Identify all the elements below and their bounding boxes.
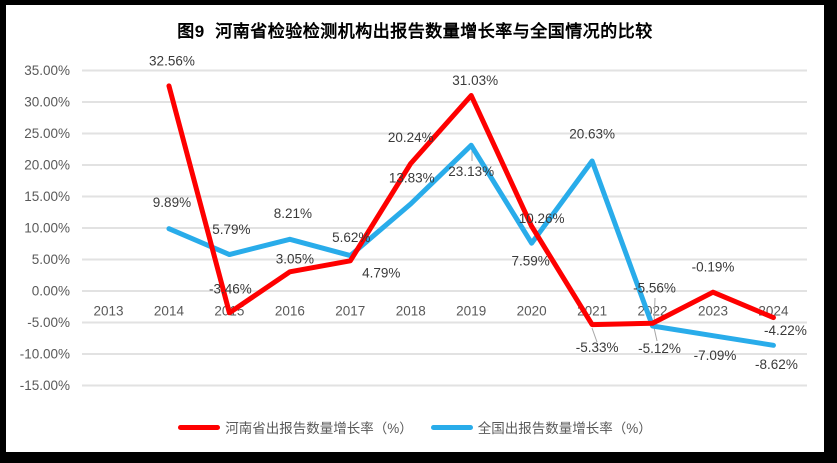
legend: 河南省出报告数量增长率（%） 全国出报告数量增长率（%） bbox=[6, 417, 824, 437]
data-label-national-2015: 5.79% bbox=[212, 222, 250, 237]
x-axis-tick-label: 2020 bbox=[517, 304, 547, 319]
legend-label-national: 全国出报告数量增长率（%） bbox=[477, 421, 652, 436]
y-axis-tick-label: 0.00% bbox=[32, 284, 70, 299]
legend-item-henan: 河南省出报告数量增长率（%） bbox=[178, 417, 413, 437]
data-label-henan-2021: -5.33% bbox=[576, 340, 619, 355]
y-axis-tick-label: 15.00% bbox=[24, 189, 70, 204]
y-axis-tick-label: 35.00% bbox=[24, 63, 70, 78]
series-line-national bbox=[166, 142, 776, 348]
y-axis-tick-label: -5.00% bbox=[27, 315, 70, 330]
legend-line-henan-icon bbox=[178, 424, 221, 430]
x-axis-tick-label: 2014 bbox=[154, 304, 185, 319]
y-axis-tick-label: 30.00% bbox=[24, 95, 70, 110]
data-label-leader-line bbox=[591, 327, 598, 343]
data-label-national-2023: -7.09% bbox=[694, 348, 737, 363]
data-label-national-2021: 20.63% bbox=[569, 127, 615, 142]
x-axis-tick-label: 2023 bbox=[698, 304, 728, 319]
data-label-henan-2015: -3.46% bbox=[209, 281, 252, 296]
legend-item-national: 全国出报告数量增长率（%） bbox=[430, 417, 652, 437]
chart-title: 图9 河南省检验检测机构出报告数量增长率与全国情况的比较 bbox=[177, 22, 653, 41]
data-label-henan-2022: -5.12% bbox=[638, 341, 681, 356]
data-label-national-2016: 8.21% bbox=[274, 206, 312, 221]
y-axis-tick-label: 20.00% bbox=[24, 158, 70, 173]
x-axis-tick-label: 2016 bbox=[275, 304, 305, 319]
data-label-henan-2019: 31.03% bbox=[452, 73, 498, 88]
plot-area: 35.00% 30.00% 25.00% 20.00% 15.00% 10.00% 5.00… bbox=[20, 53, 807, 393]
y-axis-tick-label: 5.00% bbox=[32, 252, 70, 267]
series-line-henan bbox=[166, 83, 776, 328]
x-axis-tick-label: 2018 bbox=[396, 304, 426, 319]
data-label-henan-2016: 3.05% bbox=[276, 251, 314, 266]
data-label-henan-2024: -4.22% bbox=[764, 323, 807, 338]
x-axis-tick-label: 2013 bbox=[93, 304, 123, 319]
data-label-national-2024: -8.62% bbox=[755, 357, 798, 372]
y-axis-tick-label: -15.00% bbox=[20, 378, 70, 393]
y-axis-tick-label: 25.00% bbox=[24, 126, 70, 141]
data-label-national-2018: 13.83% bbox=[389, 170, 435, 185]
data-label-henan-2020: 10.26% bbox=[519, 211, 565, 226]
legend-line-national-icon bbox=[430, 424, 473, 430]
y-axis-tick-label: 10.00% bbox=[24, 221, 70, 236]
y-axis-tick-label: -10.00% bbox=[20, 347, 70, 362]
data-label-national-2014: 9.89% bbox=[153, 195, 191, 210]
data-label-national-2020: 7.59% bbox=[512, 254, 550, 269]
x-axis-tick-label: 2019 bbox=[456, 304, 486, 319]
data-label-henan-2017: 4.79% bbox=[362, 265, 400, 280]
data-label-henan-2018: 20.24% bbox=[388, 130, 434, 145]
x-axis-tick-label: 2017 bbox=[335, 304, 365, 319]
data-label-national-2019: 23.13% bbox=[448, 164, 494, 179]
data-label-henan-2023: -0.19% bbox=[692, 260, 735, 275]
data-label-henan-2014: 32.56% bbox=[149, 53, 195, 68]
data-label-national-2017: 5.62% bbox=[332, 230, 370, 245]
legend-label-henan: 河南省出报告数量增长率（%） bbox=[225, 421, 413, 436]
data-label-national-2022: -5.56% bbox=[633, 281, 676, 296]
